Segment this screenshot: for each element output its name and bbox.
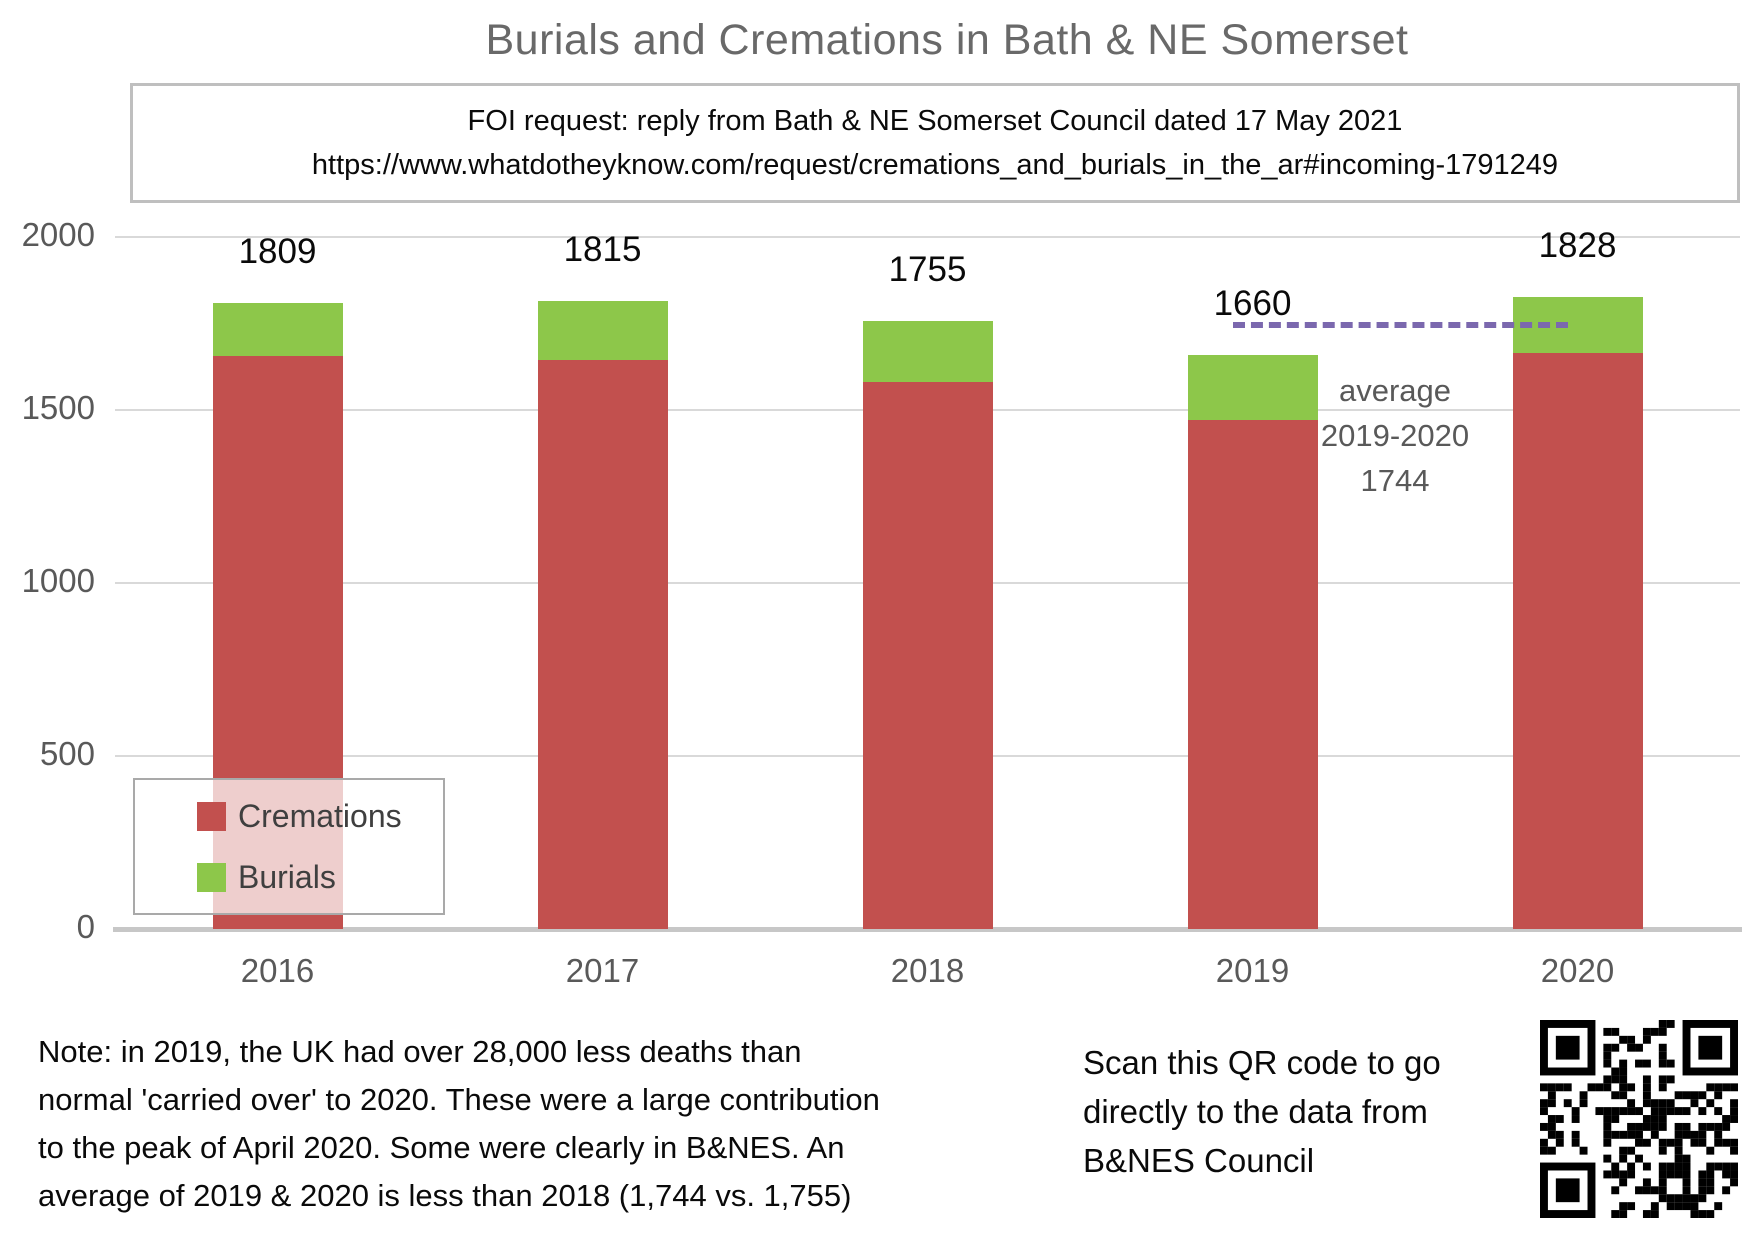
qr-caption-line: Scan this QR code to go xyxy=(1083,1044,1441,1081)
legend: Cremations Burials xyxy=(133,778,445,915)
bar-burials-2018 xyxy=(862,321,993,382)
y-axis-tick-1500: 1500 xyxy=(21,389,95,426)
bar-total-label-2019: 1660 xyxy=(1213,284,1292,323)
bar-total-label-2018: 1755 xyxy=(888,250,967,289)
x-axis-label-2018: 2018 xyxy=(890,952,965,989)
average-annotation: average 2019-2020 1744 xyxy=(1230,368,1560,503)
qr-code[interactable] xyxy=(1540,1020,1738,1218)
footnote-line: average of 2019 & 2020 is less than 2018… xyxy=(38,1178,852,1213)
average-annotation-line: 1744 xyxy=(1360,463,1430,498)
footnote: Note: in 2019, the UK had over 28,000 le… xyxy=(38,1028,938,1220)
y-axis-tick-1000: 1000 xyxy=(21,562,95,599)
bar-cremations-2020 xyxy=(1512,353,1643,929)
legend-item-cremations: Cremations xyxy=(197,798,443,835)
gridline-2000 xyxy=(115,236,1740,238)
bar-burials-2019 xyxy=(1187,355,1318,420)
average-annotation-line: 2019-2020 xyxy=(1320,418,1470,453)
footnote-line: to the peak of April 2020. Some were cle… xyxy=(38,1130,845,1165)
cremations-swatch-icon xyxy=(197,801,226,831)
bar-cremations-2019 xyxy=(1187,420,1318,929)
average-annotation-line: average xyxy=(1338,373,1452,408)
source-info-box: FOI request: reply from Bath & NE Somers… xyxy=(130,83,1740,203)
footnote-line: Note: in 2019, the UK had over 28,000 le… xyxy=(38,1034,802,1069)
bar-total-label-2016: 1809 xyxy=(238,232,317,271)
bar-burials-2016 xyxy=(212,303,343,356)
bar-cremations-2017 xyxy=(537,360,668,929)
bar-burials-2017 xyxy=(537,301,668,360)
qr-caption: Scan this QR code to go directly to the … xyxy=(1083,1038,1513,1185)
y-axis-tick-500: 500 xyxy=(39,735,95,772)
legend-item-burials: Burials xyxy=(197,859,443,896)
x-axis-label-2017: 2017 xyxy=(565,952,640,989)
qr-caption-line: directly to the data from xyxy=(1083,1093,1428,1130)
burials-swatch-icon xyxy=(197,862,226,892)
bar-total-label-2020: 1828 xyxy=(1538,226,1617,265)
average-dashed-line xyxy=(1232,321,1568,328)
bar-cremations-2018 xyxy=(862,382,993,929)
source-line-1: FOI request: reply from Bath & NE Somers… xyxy=(467,105,1403,137)
bar-total-label-2017: 1815 xyxy=(563,230,642,269)
legend-label-burials: Burials xyxy=(238,858,336,895)
x-axis-label-2016: 2016 xyxy=(240,952,315,989)
chart-title: Burials and Cremations in Bath & NE Some… xyxy=(485,16,1409,64)
x-axis-label-2020: 2020 xyxy=(1540,952,1615,989)
source-url[interactable]: https://www.whatdotheyknow.com/request/c… xyxy=(311,149,1559,181)
qr-caption-line: B&NES Council xyxy=(1083,1142,1315,1179)
footnote-line: normal 'carried over' to 2020. These wer… xyxy=(38,1082,880,1117)
x-axis-line xyxy=(113,927,1742,932)
x-axis-label-2019: 2019 xyxy=(1215,952,1290,989)
y-axis-tick-2000: 2000 xyxy=(21,216,95,253)
legend-label-cremations: Cremations xyxy=(238,797,402,834)
y-axis-tick-0: 0 xyxy=(76,908,95,945)
